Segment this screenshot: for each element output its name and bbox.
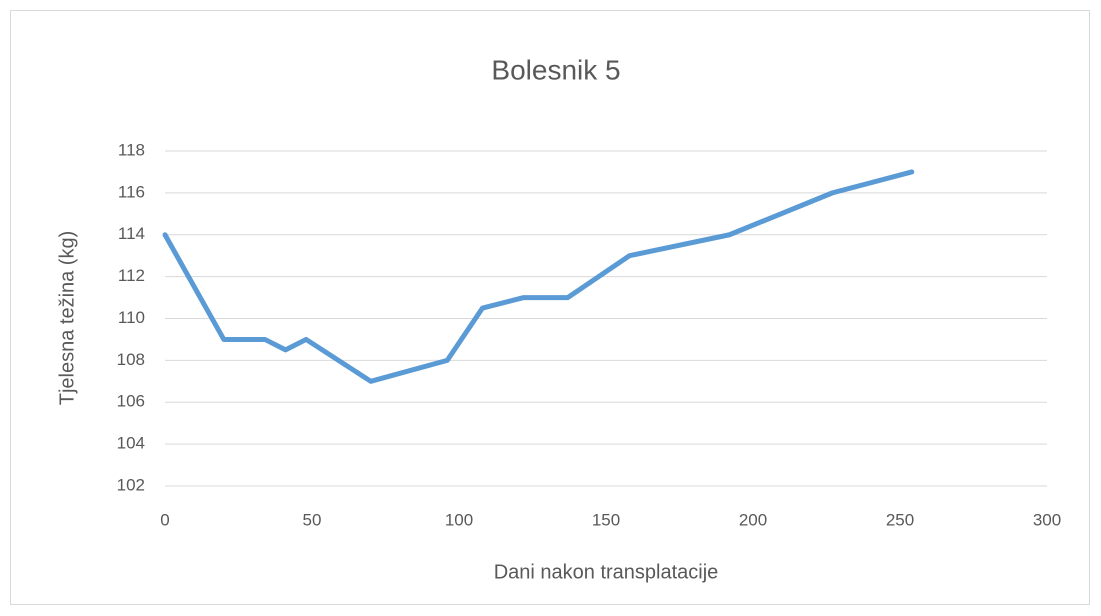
chart-title: Bolesnik 5: [491, 54, 620, 85]
chart-border: [10, 10, 1090, 605]
y-axis-title: Tjelesna težina (kg): [56, 231, 78, 406]
x-tick-label: 150: [592, 510, 620, 529]
y-tick-label: 114: [118, 224, 145, 243]
y-tick-label: 112: [118, 266, 145, 285]
x-tick-label: 50: [303, 510, 322, 529]
y-tick-label: 102: [117, 475, 145, 494]
x-tick-label: 0: [160, 510, 169, 529]
y-tick-label: 108: [117, 350, 145, 369]
x-tick-label: 250: [886, 510, 914, 529]
y-tick-label: 116: [118, 182, 145, 201]
y-tick-label: 118: [118, 140, 145, 159]
x-tick-label: 100: [445, 510, 473, 529]
y-tick-label: 104: [117, 434, 145, 453]
x-axis-title: Dani nakon transplatacije: [494, 561, 719, 583]
x-tick-label: 300: [1033, 510, 1061, 529]
x-tick-label: 200: [739, 510, 767, 529]
data-line: [162, 169, 915, 384]
y-tick-label: 106: [117, 392, 145, 411]
y-tick-label: 110: [118, 308, 145, 327]
